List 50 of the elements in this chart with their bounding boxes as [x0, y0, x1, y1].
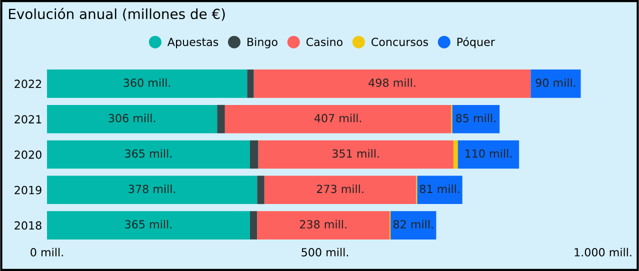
x-tick-label: 1.000 mill.: [574, 248, 632, 256]
data-label: 306 mill.: [108, 114, 156, 122]
data-label: 110 mill.: [466, 149, 512, 158]
bar: [250, 211, 258, 240]
bar: [247, 70, 254, 98]
data-label: 82 mill.: [394, 220, 433, 229]
bar: [458, 140, 520, 169]
data-label: 365 mill.: [125, 220, 172, 229]
legend-label: Apuestas: [167, 38, 218, 48]
bar: [47, 104, 218, 134]
bar: [257, 176, 264, 204]
data-label: 85 mill.: [456, 114, 496, 122]
data-label: 407 mill.: [314, 114, 362, 122]
bar: [417, 176, 462, 204]
bar: [47, 211, 250, 240]
legend-label: Póquer: [457, 37, 495, 48]
data-label: 378 mill.: [128, 184, 176, 194]
bar: [530, 70, 581, 98]
data-label: 360 mill.: [124, 78, 170, 87]
bar: [257, 211, 390, 240]
y-tick-label: 2021: [14, 115, 42, 124]
chart-title: Evolución anual (millones de €): [9, 8, 225, 21]
bar: [264, 176, 416, 204]
x-tick-label: 0 mill.: [30, 248, 63, 256]
y-tick-label: 2019: [14, 186, 42, 194]
data-label: 81 mill.: [420, 184, 460, 194]
bar: [453, 140, 458, 169]
bar: [258, 140, 454, 169]
y-tick-label: 2018: [14, 221, 42, 230]
y-tick-label: 2022: [14, 80, 42, 88]
bar: [390, 211, 436, 240]
bar: [254, 70, 531, 98]
data-label: 498 mill.: [368, 78, 416, 87]
bar: [217, 104, 225, 134]
bar: [250, 140, 258, 169]
bar: [452, 104, 500, 134]
legend-label: Bingo: [248, 38, 278, 48]
bar: [47, 70, 248, 98]
legend-label: Concursos: [372, 38, 428, 46]
x-tick-label: 500 mill.: [302, 248, 348, 256]
legend-label: Casino: [306, 38, 342, 46]
data-label: 238 mill.: [300, 220, 346, 229]
bar: [224, 104, 452, 134]
data-label: 273 mill.: [316, 184, 364, 194]
data-label: 90 mill.: [536, 78, 576, 87]
bar: [47, 176, 258, 204]
bar: [47, 140, 250, 169]
data-label: 351 mill.: [332, 149, 379, 158]
y-tick-label: 2020: [14, 150, 42, 159]
data-label: 365 mill.: [125, 149, 172, 158]
